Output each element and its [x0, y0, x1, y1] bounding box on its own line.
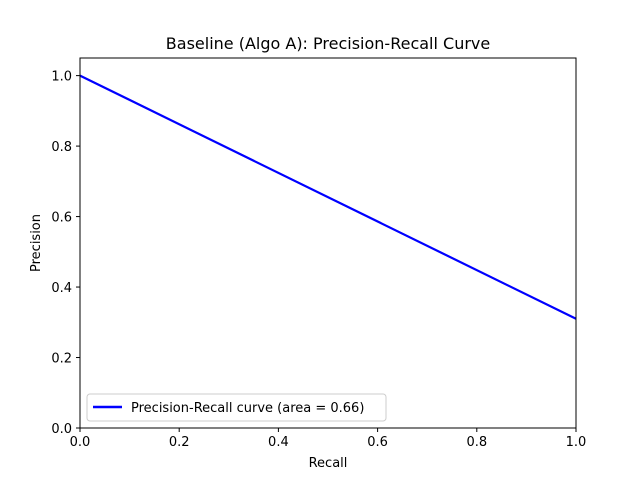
plot-frame — [79, 57, 577, 429]
x-tick-label: 0.2 — [169, 435, 190, 450]
legend-label: Precision-Recall curve (area = 0.66) — [131, 401, 364, 416]
y-tick-label: 0.0 — [51, 422, 72, 437]
x-tick-label: 1.0 — [566, 435, 587, 450]
x-tick-label: 0.6 — [367, 435, 388, 450]
y-tick-label: 1.0 — [51, 70, 72, 85]
x-tick-label: 0.8 — [466, 435, 487, 450]
series-layer — [79, 74, 577, 320]
y-axis-label: Precision — [29, 214, 44, 272]
legend: Precision-Recall curve (area = 0.66) — [86, 393, 387, 422]
y-tick-label: 0.6 — [51, 211, 72, 226]
y-tick-label: 0.2 — [51, 352, 72, 367]
y-tick-label: 0.8 — [51, 140, 72, 155]
x-axis-label: Recall — [309, 456, 348, 471]
y-axis-ticks: 0.0 0.2 0.4 0.6 0.8 1.0 — [51, 70, 80, 437]
y-tick-label: 0.4 — [51, 281, 72, 296]
plot-area — [80, 58, 576, 428]
x-axis-ticks: 0.0 0.2 0.4 0.6 0.8 1.0 — [70, 428, 587, 450]
x-tick-label: 0.0 — [70, 435, 91, 450]
pr-curve-line — [79, 74, 577, 320]
chart-title: Baseline (Algo A): Precision-Recall Curv… — [166, 34, 490, 53]
x-tick-label: 0.4 — [268, 435, 289, 450]
legend-box — [86, 393, 387, 422]
